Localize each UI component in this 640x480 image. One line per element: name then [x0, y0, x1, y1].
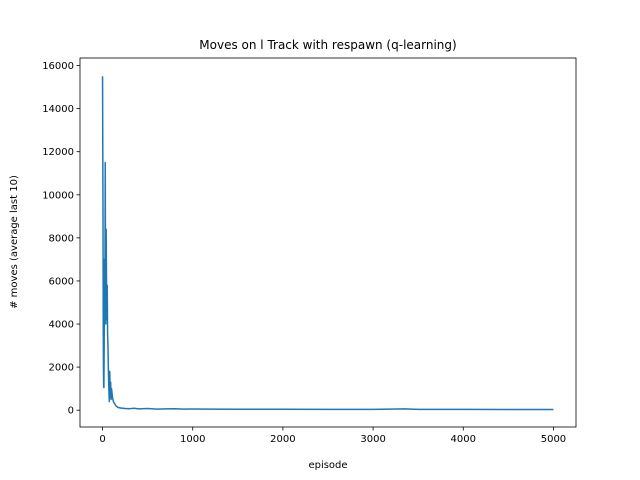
y-tick-label: 14000 — [42, 104, 74, 115]
plot-frame — [79, 57, 577, 428]
plot-area — [101, 76, 554, 411]
y-axis-ticks: 0 2000 4000 6000 8000 10000 12000 14000 16000 — [42, 61, 80, 417]
chart-title: Moves on l Track with respawn (q-learnin… — [199, 38, 456, 52]
x-tick-label: 4000 — [451, 434, 476, 445]
x-tick-label: 5000 — [541, 434, 566, 445]
y-tick-label: 6000 — [49, 276, 74, 287]
series-line-0 — [101, 76, 554, 411]
x-tick-label: 2000 — [270, 434, 295, 445]
y-tick-label: 12000 — [42, 147, 74, 158]
y-tick-label: 10000 — [42, 190, 74, 201]
y-tick-label: 8000 — [49, 233, 74, 244]
y-tick-label: 0 — [68, 406, 74, 417]
y-axis-label: # moves (average last 10) — [9, 175, 20, 309]
y-tick-label: 4000 — [49, 320, 74, 331]
x-tick-label: 0 — [99, 434, 105, 445]
x-tick-label: 3000 — [360, 434, 385, 445]
x-tick-label: 1000 — [180, 434, 205, 445]
y-tick-label: 16000 — [42, 61, 74, 72]
x-axis-ticks: 0 1000 2000 3000 4000 5000 — [99, 427, 566, 445]
y-tick-label: 2000 — [49, 363, 74, 374]
x-axis-label: episode — [308, 460, 347, 471]
